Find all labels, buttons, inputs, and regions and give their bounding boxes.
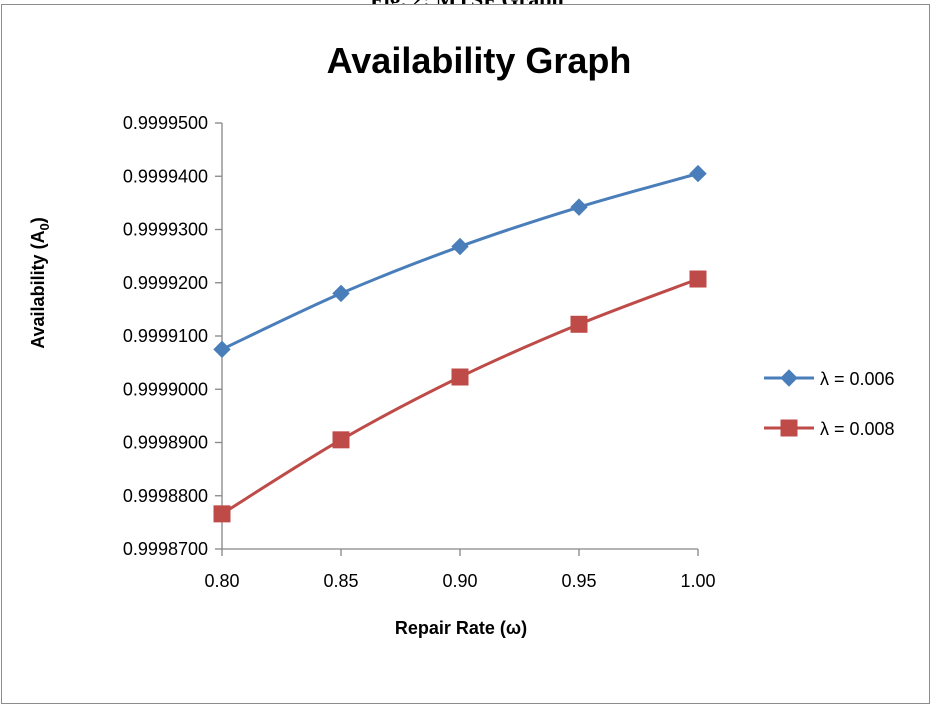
y-tick-label: 0.9999400 (123, 166, 208, 186)
data-point (332, 431, 350, 449)
x-tick-label: 0.95 (561, 571, 596, 591)
y-axis-title: Availability (A0) (28, 217, 52, 349)
x-tick-label: 0.80 (204, 571, 239, 591)
data-point (451, 237, 469, 256)
legend-marker (780, 419, 798, 437)
legend-marker (780, 369, 798, 387)
y-tick-label: 0.9999100 (123, 326, 208, 346)
data-point (213, 340, 231, 359)
series-2 (213, 270, 707, 523)
chart-frame: Availability Graph Availability (A0) Rep… (1, 4, 930, 704)
availability-chart: Availability Graph Availability (A0) Rep… (28, 40, 895, 638)
legend: λ = 0.006 λ = 0.008 (764, 369, 895, 439)
data-point (689, 270, 707, 288)
data-point (451, 368, 469, 386)
series-1 (213, 164, 707, 359)
data-point (570, 315, 588, 333)
x-tick-label: 0.85 (323, 571, 358, 591)
x-tick-label: 1.00 (680, 571, 715, 591)
data-point (213, 505, 231, 523)
y-axis-title-main: Availability (A (28, 230, 48, 348)
y-tick-label: 0.9999300 (123, 220, 208, 240)
y-tick-label: 0.9999000 (123, 379, 208, 399)
y-tick-label: 0.9998900 (123, 433, 208, 453)
x-tick-label: 0.90 (442, 571, 477, 591)
y-axis-title-close: ) (28, 217, 48, 223)
chart-title: Availability Graph (327, 40, 632, 81)
series-line (221, 172, 699, 351)
legend-label: λ = 0.008 (820, 419, 895, 439)
legend-label: λ = 0.006 (820, 369, 895, 389)
plot-area (213, 164, 707, 523)
x-axis-title: Repair Rate (ω) (395, 618, 527, 638)
y-axis-title-sub: 0 (37, 223, 52, 230)
legend-entry: λ = 0.006 (764, 369, 895, 389)
y-tick-label: 0.9998800 (123, 486, 208, 506)
y-axis-title-text: Availability (A0) (28, 217, 52, 349)
y-tick-label: 0.9999500 (123, 113, 208, 133)
y-tick-label: 0.9999200 (123, 273, 208, 293)
y-tick-label: 0.9998700 (123, 539, 208, 559)
data-point (689, 164, 707, 183)
data-point (332, 284, 350, 303)
data-point (570, 198, 588, 216)
legend-entry: λ = 0.008 (764, 419, 895, 439)
axes: 0.9998700 0.9998800 0.9998900 0.9999000 0.99… (123, 113, 716, 591)
